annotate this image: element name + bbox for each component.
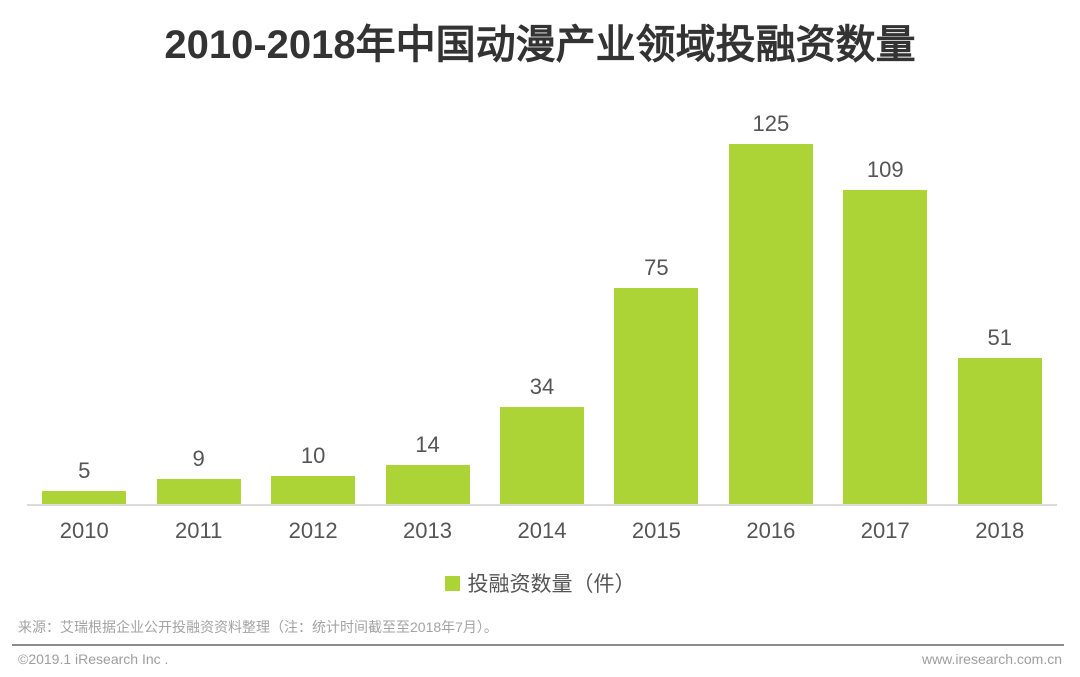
x-tick-label-2016: 2016: [746, 518, 796, 543]
copyright-text: ©2019.1 iResearch Inc .: [18, 651, 169, 667]
bar-chart-plot-area: 5 9 10 14 34 75 125 109 51: [27, 88, 1057, 505]
footer-divider: [12, 644, 1064, 646]
x-tick-label-2013: 2013: [403, 518, 452, 543]
bar-column: 34: [485, 88, 599, 505]
source-note: 来源：艾瑞根据企业公开投融资资料整理（注：统计时间截至至2018年7月）。: [18, 619, 498, 635]
footer-bar: ©2019.1 iResearch Inc . www.iresearch.co…: [18, 651, 1062, 667]
bar-value-label: 5: [78, 457, 91, 483]
x-tick-label-2010: 2010: [59, 518, 109, 543]
bar-column: 9: [141, 88, 255, 505]
bar-value-label: 125: [752, 111, 790, 136]
bar-value-label: 14: [415, 431, 440, 457]
bar-column: 51: [943, 88, 1057, 505]
bar-value-label: 75: [644, 255, 669, 281]
bar-column: 10: [256, 88, 370, 505]
x-tick-label-2018: 2018: [975, 518, 1025, 543]
bar-column: 109: [828, 88, 942, 505]
x-tick-label-2015: 2015: [631, 518, 681, 543]
bar-value-label: 51: [987, 324, 1012, 350]
x-tick-label-2012: 2012: [288, 518, 338, 543]
chart-legend: 投融资数量（件）: [0, 568, 1080, 598]
bar-2014: [499, 406, 584, 505]
bar-column: 5: [27, 88, 141, 505]
bar-2013: [385, 464, 470, 505]
bar-2018: [957, 357, 1042, 505]
bar-2016: [728, 144, 813, 505]
bar-value-label: 34: [529, 373, 555, 399]
x-tick-label-2014: 2014: [517, 518, 567, 543]
bar-2011: [156, 479, 241, 505]
bar-column: 125: [714, 88, 828, 505]
x-tick-label-2011: 2011: [175, 518, 223, 543]
bar-2017: [843, 190, 928, 505]
x-axis-labels: 2010 2011 2012 2013 2014 2015 2016 2017 2018: [27, 518, 1057, 544]
legend-swatch-icon: [444, 575, 460, 591]
bar-value-label: 9: [192, 446, 205, 471]
bar-column: 14: [370, 88, 484, 505]
bar-2015: [614, 288, 699, 505]
chart-title: 2010-2018年中国动漫产业领域投融资数量: [164, 23, 916, 67]
bar-value-label: 10: [300, 443, 326, 469]
x-tick-label-2017: 2017: [860, 518, 910, 543]
bar-2010: [42, 490, 127, 505]
legend-label: 投融资数量（件）: [467, 573, 636, 596]
x-axis-line: [27, 504, 1057, 506]
bar-column: 75: [599, 88, 713, 505]
bar-value-label: 109: [866, 157, 904, 183]
bar-2012: [271, 476, 356, 505]
website-text: www.iresearch.com.cn: [921, 651, 1062, 667]
